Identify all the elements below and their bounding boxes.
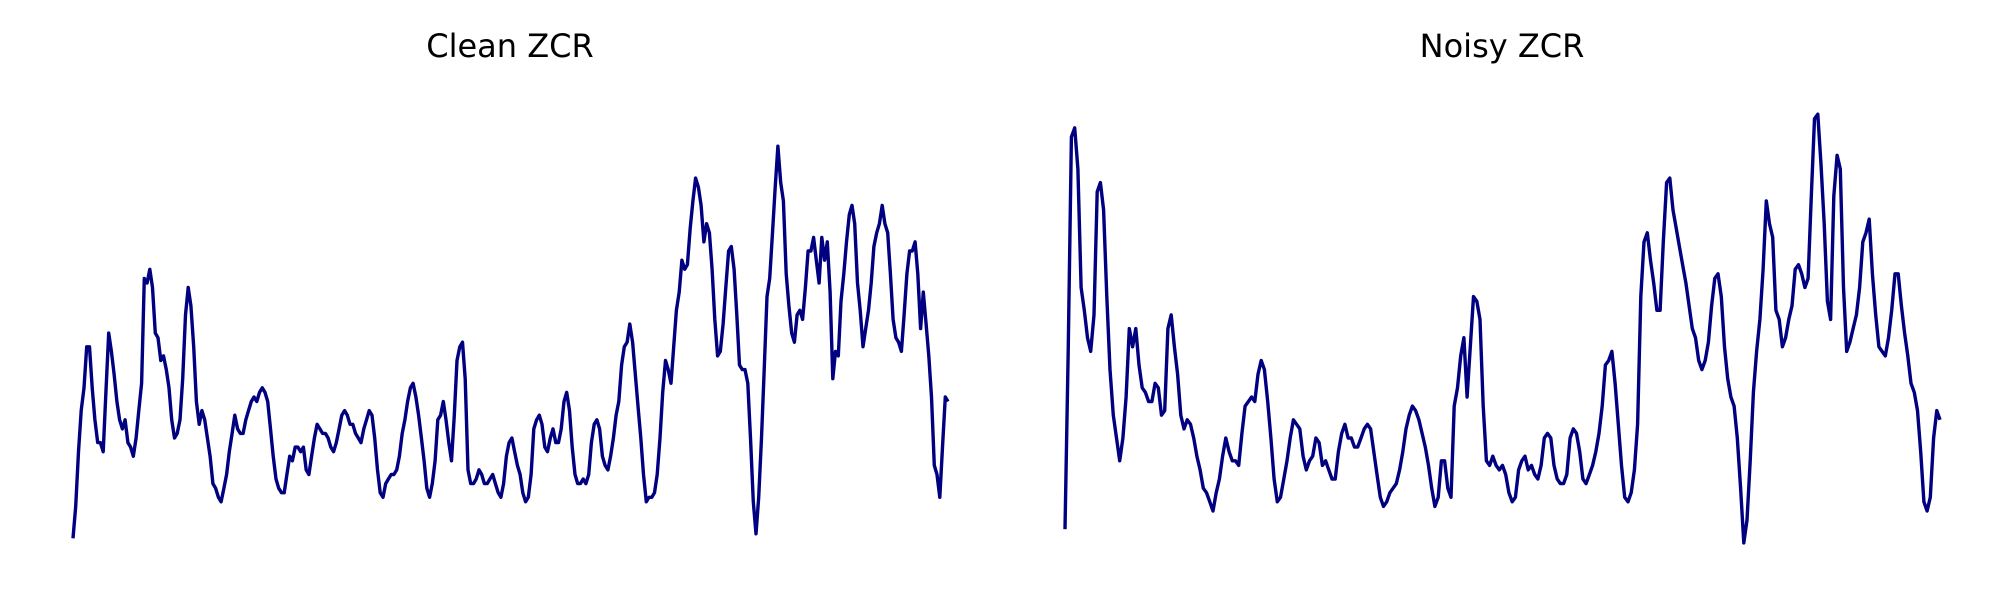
- noisy-zcr-line: [1063, 112, 1942, 545]
- clean-zcr-line: [71, 144, 950, 539]
- clean-zcr-chart: Clean ZCR: [71, 27, 950, 539]
- noisy-zcr-chart: Noisy ZCR: [1063, 27, 1942, 545]
- noisy-zcr-title: Noisy ZCR: [1420, 27, 1585, 65]
- clean-zcr-title: Clean ZCR: [426, 27, 593, 65]
